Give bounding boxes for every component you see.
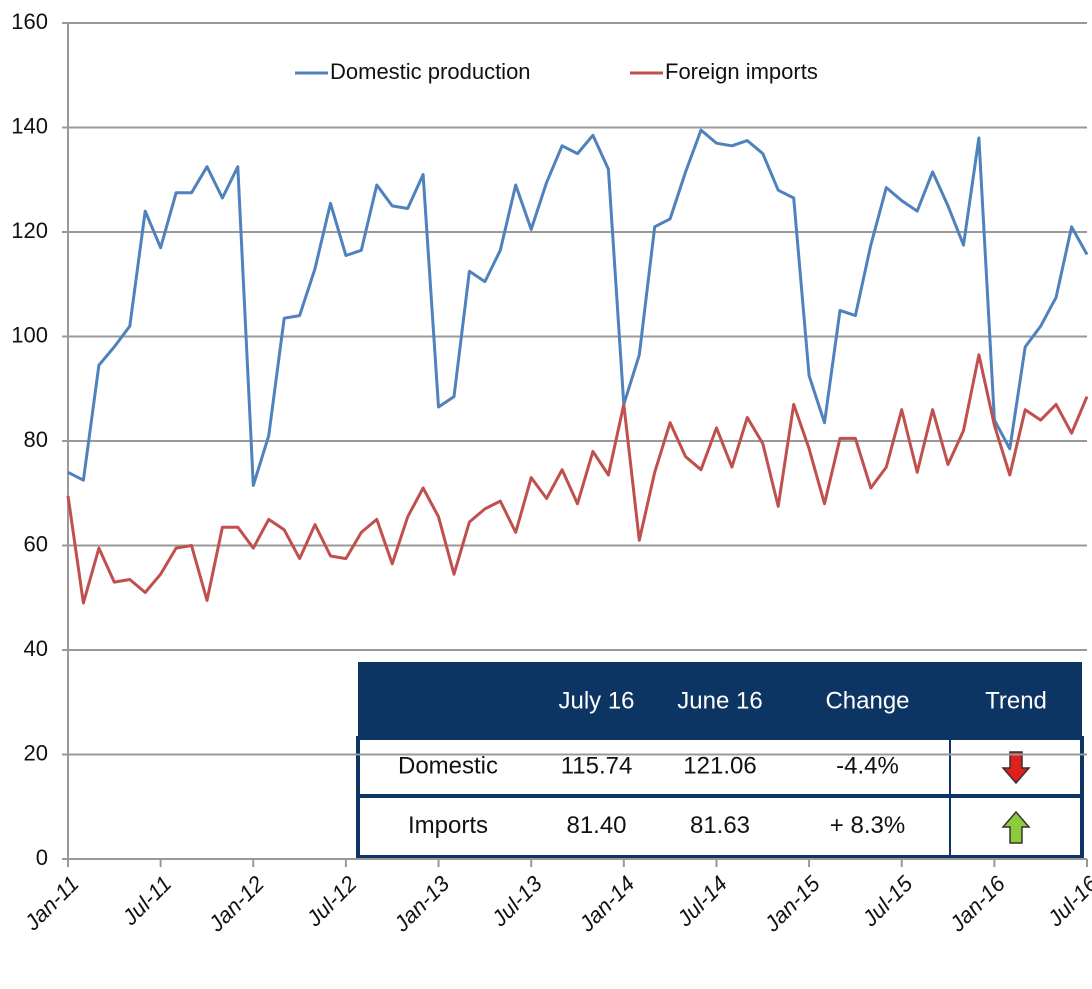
x-tick-label: Jan-11	[19, 871, 84, 936]
x-tick-label: Jul-12	[301, 871, 362, 932]
table-cell: 115.74	[561, 752, 633, 779]
x-tick-label: Jul-15	[857, 870, 918, 931]
x-tick-label: Jan-15	[759, 870, 825, 936]
y-tick-label: 0	[36, 845, 48, 870]
line-series	[66, 353, 1089, 605]
table-cell: 121.06	[683, 752, 756, 779]
table-cell: -4.4%	[836, 752, 899, 779]
summary-table: July 16 June 16 Change Trend Domestic 115.74 1…	[356, 662, 1084, 859]
table-cell: + 8.3%	[830, 812, 905, 839]
x-tick-label: Jan-14	[574, 871, 640, 937]
y-tick-label: 120	[11, 218, 48, 243]
x-tick-label: Jul-16	[1042, 870, 1092, 931]
table-header-cell: June 16	[677, 687, 762, 714]
y-tick-label: 40	[24, 636, 48, 661]
x-tick-label: Jul-14	[671, 871, 732, 932]
legend-label: Domestic production	[330, 59, 531, 84]
y-tick-label: 160	[11, 9, 48, 34]
line-series	[67, 128, 1089, 487]
table-header-cell: July 16	[558, 687, 634, 714]
table-cell: Imports	[408, 812, 488, 839]
table-header-cell: Trend	[985, 687, 1047, 714]
y-tick-label: 60	[24, 531, 48, 556]
trend-arrow-up	[1001, 810, 1031, 844]
y-tick-label: 100	[11, 322, 48, 347]
table-cell: 81.40	[566, 812, 626, 839]
table-header-cell: Change	[825, 687, 909, 714]
x-tick-label: Jan-12	[203, 871, 269, 937]
table-cell: Domestic	[398, 752, 498, 779]
y-tick-label: 140	[11, 113, 48, 138]
table-cell: 81.63	[690, 812, 750, 839]
table-header-bg	[358, 662, 1082, 738]
legend-label: Foreign imports	[665, 59, 818, 84]
x-tick-label: Jan-16	[944, 870, 1010, 936]
y-tick-label: 20	[24, 740, 48, 765]
x-tick-label: Jan-13	[388, 870, 454, 936]
y-tick-label: 80	[24, 427, 48, 452]
x-tick-label: Jul-13	[486, 870, 547, 931]
x-tick-label: Jul-11	[117, 871, 177, 931]
